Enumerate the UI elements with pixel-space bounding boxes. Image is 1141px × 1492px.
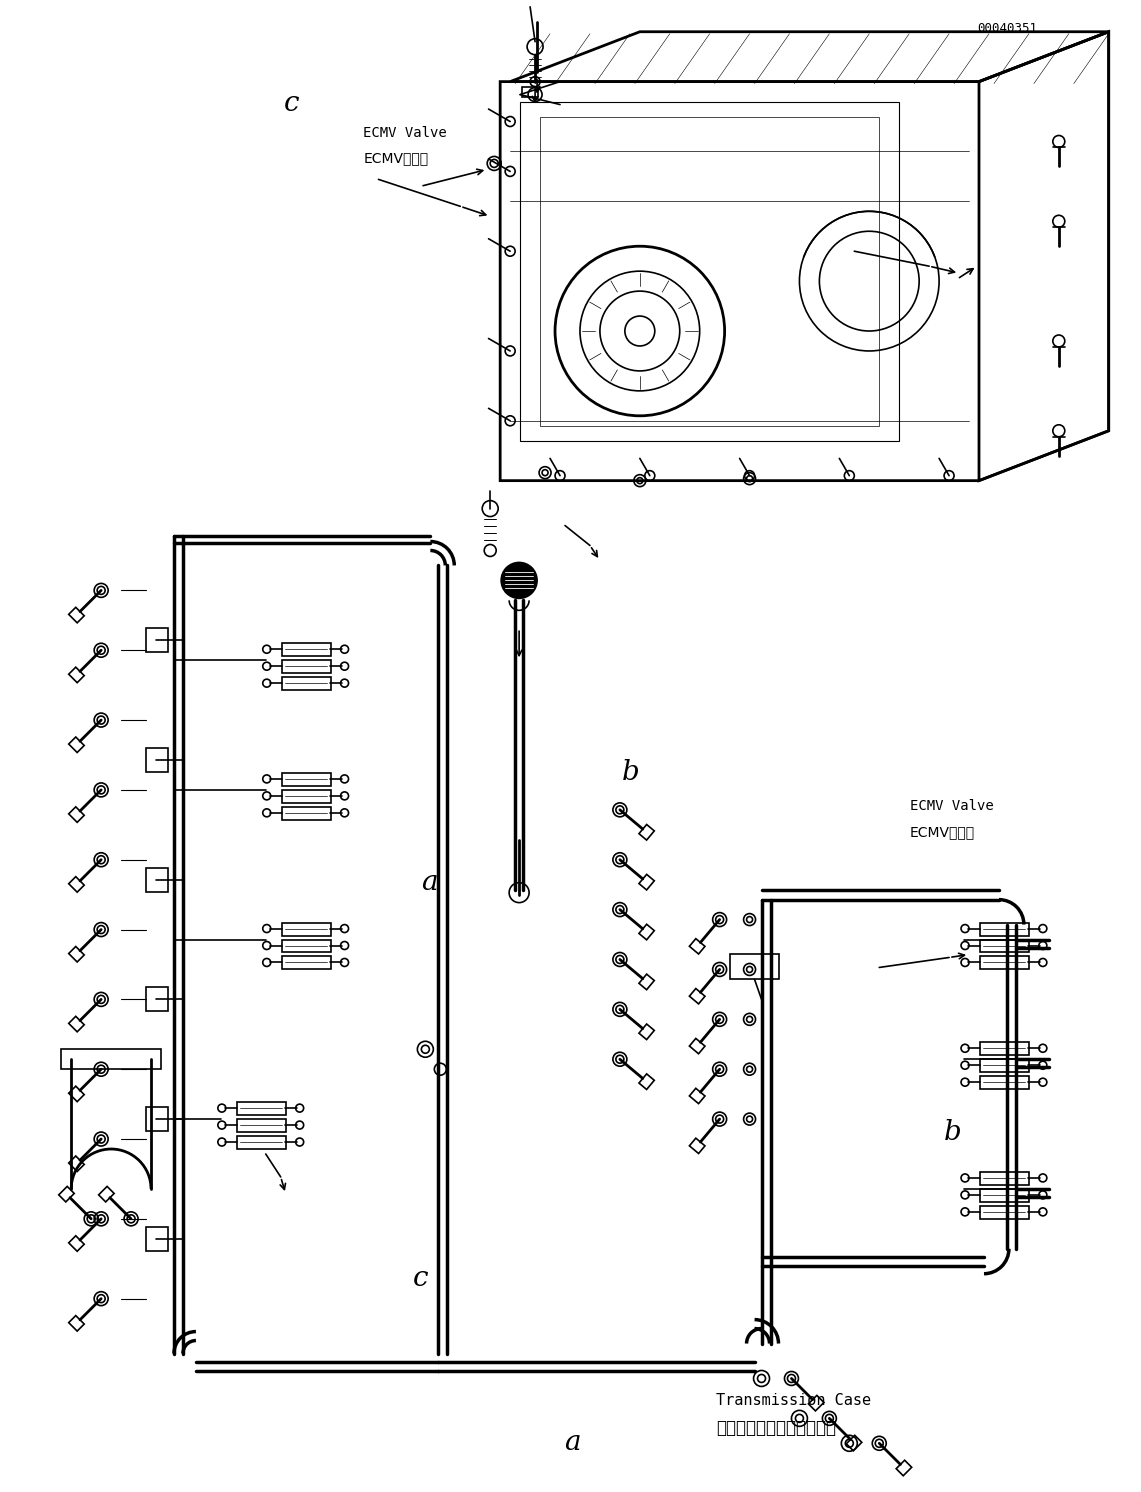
Bar [980, 1189, 1029, 1203]
Bar [282, 956, 331, 970]
Text: ECMVバルブ: ECMVバルブ [909, 825, 974, 840]
Bar [146, 988, 168, 1012]
Bar [540, 116, 880, 425]
Bar [520, 101, 899, 440]
Bar [146, 1226, 168, 1250]
Bar [282, 922, 331, 935]
Text: ECMV Valve: ECMV Valve [909, 798, 994, 813]
Bar [729, 955, 779, 979]
Text: c: c [413, 1265, 428, 1292]
Text: a: a [421, 870, 438, 897]
Text: 00040351: 00040351 [977, 22, 1037, 36]
Text: c: c [284, 90, 299, 116]
Text: ECMVバルブ: ECMVバルブ [363, 151, 429, 166]
Bar [146, 868, 168, 892]
Bar [980, 956, 1029, 970]
Bar [282, 807, 331, 819]
Bar [62, 1049, 161, 1070]
Bar [980, 1043, 1029, 1055]
Bar [980, 922, 1029, 935]
Bar [146, 1107, 168, 1131]
Bar [282, 677, 331, 691]
Bar [282, 789, 331, 803]
Bar [146, 747, 168, 771]
Bar [523, 87, 539, 97]
Bar [980, 1076, 1029, 1089]
Bar [980, 1206, 1029, 1219]
Text: Transmission Case: Transmission Case [717, 1394, 872, 1408]
Bar [282, 773, 331, 786]
Text: b: b [944, 1119, 962, 1146]
Bar [237, 1103, 285, 1115]
Bar [282, 940, 331, 952]
Text: ECMV Valve: ECMV Valve [363, 125, 447, 140]
Text: b: b [622, 759, 640, 786]
Text: a: a [565, 1429, 581, 1456]
Bar [282, 659, 331, 673]
Bar [146, 628, 168, 652]
Bar [980, 1059, 1029, 1073]
Bar [980, 940, 1029, 952]
Bar [980, 1171, 1029, 1185]
Circle shape [501, 562, 537, 598]
Bar [237, 1119, 285, 1132]
Bar [282, 643, 331, 656]
Text: トランスミッションケース: トランスミッションケース [717, 1419, 836, 1437]
Bar [237, 1135, 285, 1149]
